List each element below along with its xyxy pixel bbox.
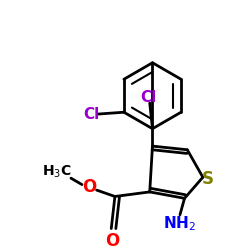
Text: H$_3$C: H$_3$C — [42, 164, 72, 180]
Text: O: O — [105, 232, 119, 250]
Text: NH$_2$: NH$_2$ — [164, 214, 196, 233]
Text: O: O — [82, 178, 96, 196]
Text: Cl: Cl — [140, 90, 156, 105]
Text: S: S — [202, 170, 213, 188]
Text: Cl: Cl — [83, 106, 99, 122]
